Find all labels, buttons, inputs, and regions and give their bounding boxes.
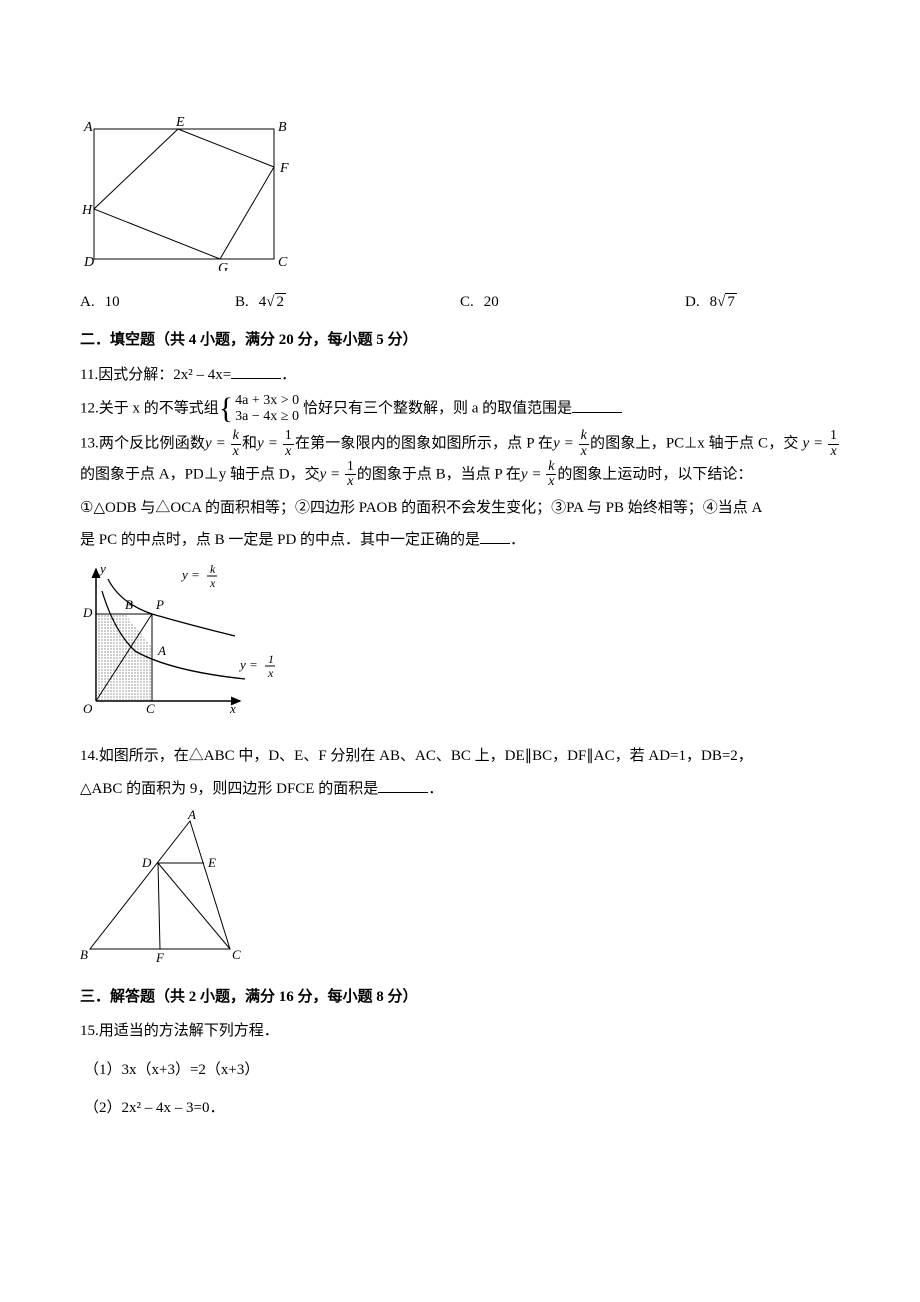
q13-figure: y D B P A O C x y = k x y = 1 x xyxy=(80,561,840,737)
q12-mid: 恰好只有三个整数解，则 a 的取值范围是 xyxy=(299,401,572,417)
q12-blank xyxy=(572,398,622,413)
section2-title: 二．填空题（共 4 小题，满分 20 分，每小题 5 分） xyxy=(80,326,840,355)
svg-text:x: x xyxy=(267,666,274,680)
svg-text:E: E xyxy=(207,855,216,870)
q15-sub1: （1）3x（x+3）=2（x+3） xyxy=(84,1056,840,1085)
svg-text:y =: y = xyxy=(180,567,200,582)
q10-label-D: D xyxy=(83,255,94,270)
svg-text:D: D xyxy=(82,605,93,620)
q14-figure: A D E B F C xyxy=(80,809,840,975)
q10-option-c: C. 20 xyxy=(460,288,685,317)
q10-label-G: G xyxy=(218,261,228,271)
svg-text:O: O xyxy=(83,701,93,716)
q10-option-d: D. 8√7 xyxy=(685,288,840,317)
svg-text:D: D xyxy=(141,855,152,870)
q11: 11.因式分解：2x² – 4x= ． xyxy=(80,361,840,390)
q12: 12.关于 x 的不等式组{4a + 3x > 03a − 4x ≥ 0 恰好只… xyxy=(80,393,840,425)
q11-suffix: ． xyxy=(281,367,296,383)
q10-opt-b-value: 4√2 xyxy=(259,288,286,317)
q11-blank xyxy=(231,364,281,379)
q10-label-C: C xyxy=(278,255,288,270)
svg-text:C: C xyxy=(232,947,241,962)
q15-stem: 15.用适当的方法解下列方程． xyxy=(80,1017,840,1046)
q13-line2: ①△ODB 与△OCA 的面积相等；②四边形 PAOB 的面积不会发生变化；③P… xyxy=(80,494,840,523)
svg-text:C: C xyxy=(146,701,155,716)
q10-label-A: A xyxy=(83,120,93,135)
q10-label-F: F xyxy=(279,161,289,176)
q14-line2: △ABC 的面积为 9，则四边形 DFCE 的面积是． xyxy=(80,775,840,804)
svg-text:y: y xyxy=(98,561,106,576)
q15-sub2: （2）2x² – 4x – 3=0． xyxy=(84,1094,840,1123)
q13-blank xyxy=(480,529,510,544)
q13: 13.两个反比例函数y = kx和y = 1x在第一象限内的图象如图所示，点 P… xyxy=(80,429,840,490)
svg-text:x: x xyxy=(229,701,236,716)
q10-opt-d-value: 8√7 xyxy=(710,288,737,317)
svg-text:F: F xyxy=(155,950,165,964)
line-dc xyxy=(158,863,230,949)
svg-text:A: A xyxy=(157,643,166,658)
svg-text:1: 1 xyxy=(268,652,274,666)
q12-prefix: 12.关于 x 的不等式组 xyxy=(80,401,219,417)
q10-label-E: E xyxy=(175,116,185,130)
q10-label-B: B xyxy=(278,120,287,135)
q13-line3: 是 PC 的中点时，点 B 一定是 PD 的中点．其中一定正确的是． xyxy=(80,526,840,555)
svg-text:P: P xyxy=(155,597,164,612)
q10-opt-c-value: 20 xyxy=(484,288,499,317)
section3-title: 三．解答题（共 2 小题，满分 16 分，每小题 8 分） xyxy=(80,983,840,1012)
svg-text:B: B xyxy=(125,597,133,612)
q12-cases: {4a + 3x > 03a − 4x ≥ 0 xyxy=(219,393,299,425)
svg-text:k: k xyxy=(210,562,216,576)
q10-option-b: B. 4√2 xyxy=(235,288,460,317)
svg-text:x: x xyxy=(209,576,216,590)
q14-blank xyxy=(378,778,428,793)
svg-text:y =: y = xyxy=(238,657,258,672)
q14-line1: 14.如图所示，在△ABC 中，D、E、F 分别在 AB、AC、BC 上，DE∥… xyxy=(80,742,840,771)
q10-label-H: H xyxy=(81,203,93,218)
svg-text:B: B xyxy=(80,947,88,962)
q10-options: A. 10 B. 4√2 C. 20 D. 8√7 xyxy=(80,288,840,317)
q10-rect xyxy=(94,129,274,259)
line-df xyxy=(158,863,160,949)
q10-inner-quad xyxy=(94,129,274,259)
q10-opt-a-value: 10 xyxy=(105,288,120,317)
q10-option-a: A. 10 xyxy=(80,288,235,317)
q10-figure: A E B F H D G C xyxy=(80,116,840,282)
q11-text: 11.因式分解：2x² – 4x= xyxy=(80,367,231,383)
svg-text:A: A xyxy=(187,809,196,822)
